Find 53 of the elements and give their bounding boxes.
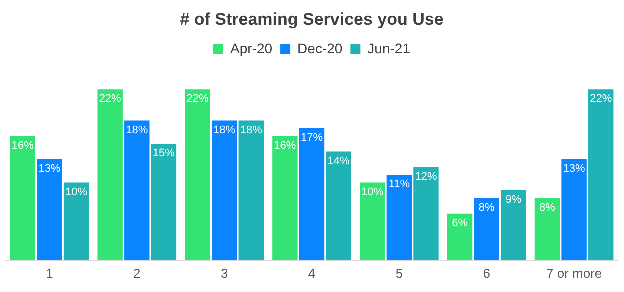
legend-label: Dec-20 <box>298 40 343 56</box>
data-label: 13% <box>38 163 61 176</box>
legend-label: Jun-21 <box>368 40 411 56</box>
data-label: 22% <box>590 93 612 106</box>
legend-label: Apr-20 <box>230 40 273 56</box>
data-label: 8% <box>540 202 556 214</box>
bar <box>414 167 439 260</box>
x-tick-label: 7 or more <box>546 266 602 281</box>
x-tick-label: 2 <box>134 266 141 281</box>
bar <box>326 152 352 260</box>
x-tick-label: 1 <box>46 266 54 281</box>
data-label: 11% <box>388 178 410 191</box>
data-label: 6% <box>452 217 468 230</box>
bar <box>151 144 177 260</box>
data-label: 8% <box>478 202 496 214</box>
data-label: 18% <box>214 124 236 136</box>
data-label: 22% <box>99 93 122 106</box>
bar <box>299 128 325 260</box>
bar <box>185 90 210 260</box>
bar <box>10 136 36 260</box>
data-label: 18% <box>240 124 263 136</box>
data-label: 10% <box>66 186 88 198</box>
bar <box>534 198 560 260</box>
bar <box>212 120 238 260</box>
bar <box>238 120 264 260</box>
x-tick-label: 5 <box>396 266 404 281</box>
bar <box>37 160 62 260</box>
bar <box>386 175 412 260</box>
bar <box>501 190 526 260</box>
bar <box>474 198 500 260</box>
data-label: 17% <box>300 132 324 144</box>
bar <box>588 90 614 260</box>
x-tick-label: 4 <box>308 266 316 281</box>
bar <box>562 160 587 260</box>
data-label: 14% <box>328 155 350 168</box>
data-label: 9% <box>506 194 522 206</box>
bar <box>272 136 298 260</box>
bar <box>64 182 90 260</box>
bar <box>98 90 123 260</box>
bar <box>447 214 473 260</box>
data-label: 15% <box>152 148 176 160</box>
data-label: 16% <box>12 140 34 152</box>
data-label: 16% <box>274 140 296 152</box>
data-label: 22% <box>186 93 209 106</box>
data-label: 13% <box>563 163 586 176</box>
bar <box>124 120 150 260</box>
data-label: 10% <box>362 186 384 198</box>
x-tick-label: 3 <box>220 266 228 281</box>
x-tick-label: 6 <box>483 266 490 281</box>
bar <box>360 182 386 260</box>
data-label: 18% <box>126 124 148 136</box>
data-label: 12% <box>415 170 438 183</box>
chart-title: # of Streaming Services you Use <box>180 10 444 29</box>
